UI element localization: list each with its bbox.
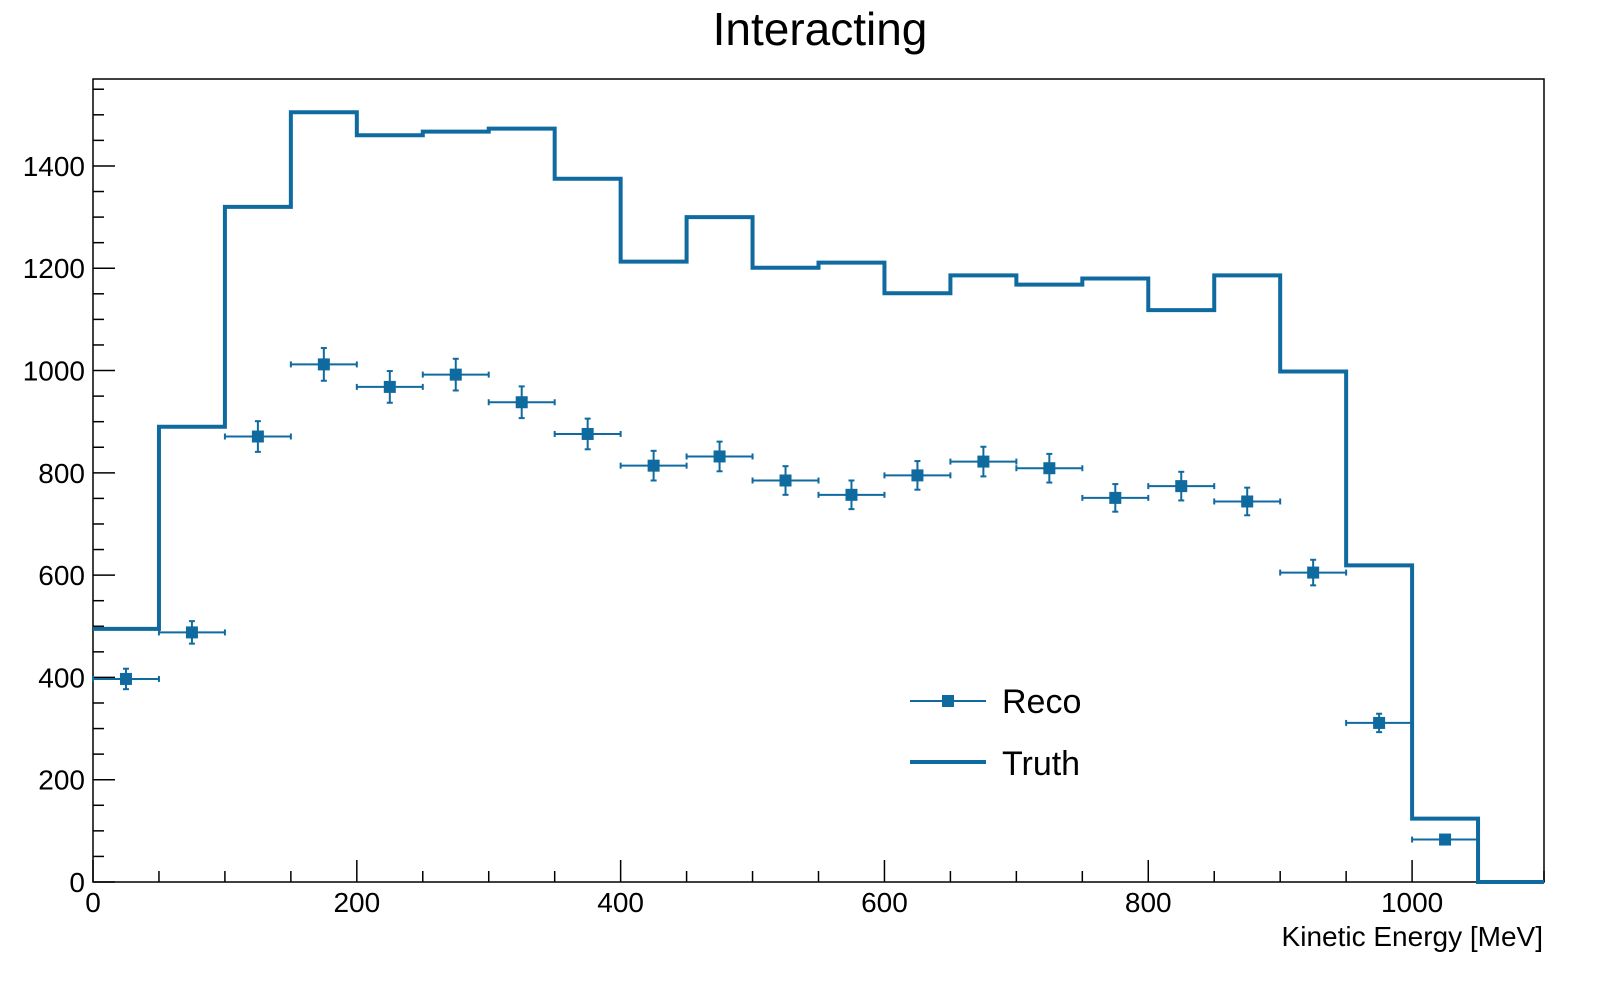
- x-tick-label: 600: [861, 887, 908, 918]
- reco-marker: [1043, 462, 1056, 475]
- y-tick-label: 1200: [23, 253, 85, 284]
- reco-marker: [713, 450, 726, 463]
- reco-marker: [1241, 495, 1254, 508]
- reco-marker: [119, 672, 132, 685]
- y-tick-label: 400: [38, 662, 85, 693]
- reco-marker: [1307, 566, 1320, 579]
- reco-point: [157, 620, 226, 645]
- legend-reco-marker: [942, 695, 954, 707]
- reco-point: [1015, 452, 1084, 484]
- reco-marker: [1439, 833, 1452, 846]
- reco-point: [685, 440, 754, 473]
- reco-point: [1279, 558, 1348, 587]
- reco-marker: [647, 459, 660, 472]
- reco-point: [1081, 483, 1150, 513]
- reco-marker: [1109, 491, 1122, 504]
- reco-point: [1213, 486, 1282, 517]
- reco-point: [421, 357, 490, 392]
- reco-series: [92, 347, 1480, 846]
- legend-reco-label: Reco: [1002, 683, 1081, 721]
- x-tick-label: 800: [1125, 887, 1172, 918]
- y-tick-label: 800: [38, 458, 85, 489]
- truth-histogram-line: [93, 110, 1544, 884]
- x-axis: 0 200 400 600 800 1000: [85, 860, 1545, 918]
- reco-marker: [1373, 716, 1386, 729]
- reco-marker: [383, 380, 396, 393]
- x-tick-label: 200: [333, 887, 380, 918]
- chart-title: Interacting: [713, 3, 928, 55]
- reco-point: [1411, 833, 1480, 846]
- reco-point: [92, 667, 160, 691]
- y-tick-label: 1400: [23, 151, 85, 182]
- y-axis: 0 200 400 600 800 1000 1200 1400: [23, 88, 115, 898]
- reco-point: [289, 347, 358, 382]
- reco-point: [355, 370, 424, 404]
- reco-point: [1147, 470, 1216, 502]
- reco-point: [223, 420, 292, 453]
- x-axis-label: Kinetic Energy [MeV]: [1282, 921, 1543, 952]
- reco-marker: [449, 368, 462, 381]
- reco-marker: [977, 455, 990, 468]
- reco-point: [949, 445, 1018, 478]
- x-tick-label: 0: [85, 887, 101, 918]
- reco-marker: [911, 469, 924, 482]
- reco-point: [619, 449, 688, 482]
- reco-point: [553, 417, 622, 451]
- y-tick-label: 0: [69, 867, 85, 898]
- reco-point: [1345, 712, 1414, 734]
- x-tick-label: 400: [597, 887, 644, 918]
- reco-point: [487, 385, 556, 420]
- reco-marker: [251, 430, 264, 443]
- reco-marker: [317, 358, 330, 371]
- reco-marker: [1175, 480, 1188, 493]
- reco-marker: [515, 396, 528, 409]
- reco-point: [817, 479, 886, 511]
- reco-marker: [185, 626, 198, 639]
- y-tick-label: 1000: [23, 356, 85, 387]
- reco-marker: [779, 474, 792, 487]
- x-tick-label: 1000: [1381, 887, 1443, 918]
- legend-truth-label: Truth: [1002, 745, 1080, 783]
- legend: Reco Truth: [910, 683, 1081, 783]
- reco-point: [751, 465, 820, 496]
- reco-point: [883, 460, 952, 491]
- reco-marker: [581, 427, 594, 440]
- y-tick-label: 600: [38, 560, 85, 591]
- y-tick-label: 200: [38, 765, 85, 796]
- reco-marker: [845, 488, 858, 501]
